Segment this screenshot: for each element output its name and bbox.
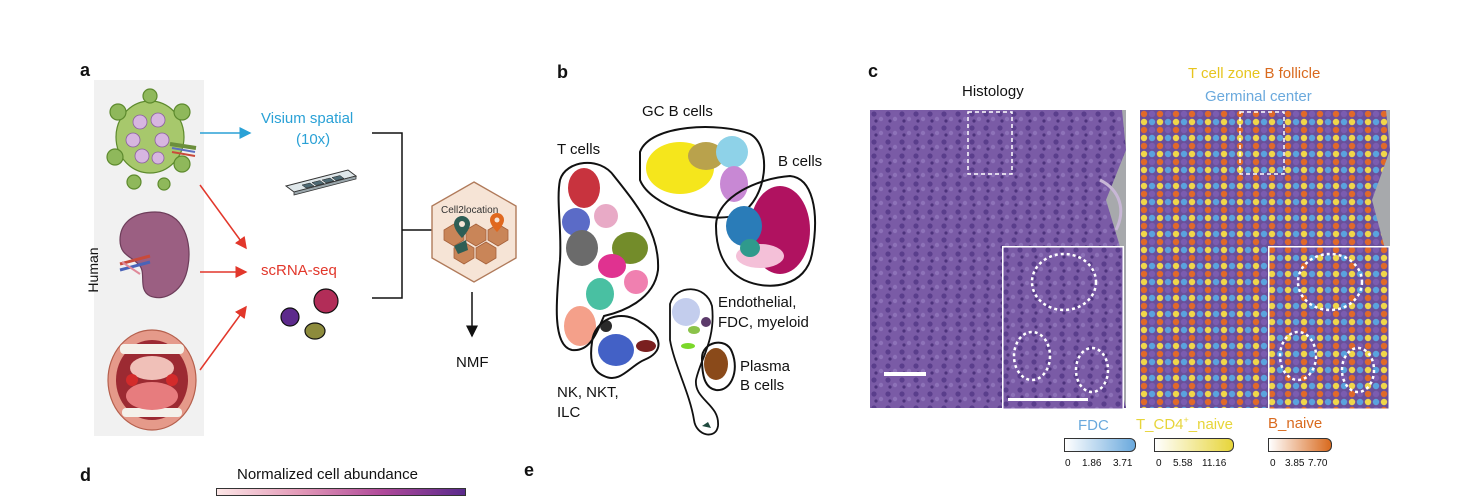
spatial-title-line1: T cell zone B follicle bbox=[1188, 65, 1320, 82]
plasma-label-line2: B cells bbox=[740, 377, 785, 394]
endothelial-cluster bbox=[669, 288, 719, 436]
panel-c: Histology T cell zone B follicle Germina… bbox=[860, 0, 1479, 492]
bnaive-colorbar-title: B_naive bbox=[1268, 415, 1323, 432]
tonsil-illustration bbox=[107, 329, 197, 431]
normalized-abundance-colorbar bbox=[216, 488, 466, 496]
tcd4-title-sup: + bbox=[1183, 415, 1189, 425]
panel-b: GC B cells T cells B cells Endothelial, … bbox=[540, 0, 860, 450]
germinal-center-label: Germinal center bbox=[1205, 88, 1312, 105]
tcd4-colorbar-title: T_CD4+_naive bbox=[1136, 415, 1233, 433]
spatial-inset bbox=[1268, 246, 1390, 410]
visium-label-line1: Visium spatial bbox=[261, 110, 354, 127]
bnaive-colorbar-tick-1: 3.85 bbox=[1285, 458, 1305, 469]
tcd4-colorbar-tick-1: 5.58 bbox=[1173, 458, 1193, 469]
b-cells-cluster bbox=[714, 174, 816, 287]
tcd4-colorbar-tick-0: 0 bbox=[1156, 458, 1162, 469]
bnaive-colorbar-tick-0: 0 bbox=[1270, 458, 1276, 469]
plasma-cluster bbox=[700, 341, 736, 392]
histology-inset bbox=[1002, 246, 1124, 410]
b-cells-label: B cells bbox=[778, 153, 823, 170]
panel-label-b: b bbox=[557, 62, 568, 82]
lymph-node-illustration bbox=[106, 88, 197, 191]
t-cells-label: T cells bbox=[557, 141, 601, 158]
nk-label-line1: NK, NKT, bbox=[557, 384, 619, 401]
panel-a: Human Visium spatial (10x) scRNA-seq bbox=[0, 0, 540, 450]
nmf-label: NMF bbox=[456, 354, 489, 371]
t-cells-cluster bbox=[555, 161, 660, 352]
tcd4-title-suffix: _naive bbox=[1188, 416, 1233, 433]
visium-label-line2: (10x) bbox=[296, 131, 331, 148]
organ-illustration bbox=[119, 211, 190, 299]
cell2location-label: Cell2location bbox=[441, 205, 499, 216]
gc-b-cells-cluster bbox=[639, 126, 766, 219]
fdc-colorbar bbox=[1064, 438, 1136, 452]
nk-cluster bbox=[590, 315, 660, 379]
endothelial-label-line1: Endothelial, bbox=[718, 294, 797, 311]
gc-b-cells-label: GC B cells bbox=[642, 103, 713, 120]
b-follicle-label: B follicle bbox=[1264, 65, 1321, 82]
workflow-arrows bbox=[199, 127, 478, 371]
nk-label-line2: ILC bbox=[557, 404, 581, 421]
endothelial-label-line2: FDC, myeloid bbox=[718, 314, 809, 331]
fdc-colorbar-tick-0: 0 bbox=[1065, 458, 1071, 469]
panel-label-c: c bbox=[868, 61, 879, 81]
panel-label-a: a bbox=[80, 60, 91, 80]
histology-title: Histology bbox=[962, 83, 1024, 100]
tcd4-colorbar bbox=[1154, 438, 1234, 452]
scrnaseq-label: scRNA-seq bbox=[261, 262, 337, 279]
normalized-abundance-title: Normalized cell abundance bbox=[237, 466, 418, 483]
fdc-colorbar-tick-1: 1.86 bbox=[1082, 458, 1102, 469]
umap-plot bbox=[555, 126, 816, 436]
tcd4-colorbar-tick-2: 11.16 bbox=[1202, 458, 1227, 469]
fdc-colorbar-tick-2: 3.71 bbox=[1113, 458, 1133, 469]
cell-icons bbox=[280, 288, 339, 340]
panel-label-e: e bbox=[524, 460, 535, 480]
panel-label-d: d bbox=[80, 465, 91, 485]
plasma-label-line1: Plasma bbox=[740, 358, 791, 375]
t-cell-zone-label: T cell zone bbox=[1188, 65, 1261, 82]
tcd4-title-prefix: T_CD4 bbox=[1136, 416, 1184, 433]
bnaive-colorbar-tick-2: 7.70 bbox=[1308, 458, 1328, 469]
slide-icon bbox=[284, 169, 358, 196]
cell2location-hexagon bbox=[431, 181, 517, 283]
bnaive-colorbar bbox=[1268, 438, 1332, 452]
fdc-colorbar-title: FDC bbox=[1078, 417, 1109, 434]
